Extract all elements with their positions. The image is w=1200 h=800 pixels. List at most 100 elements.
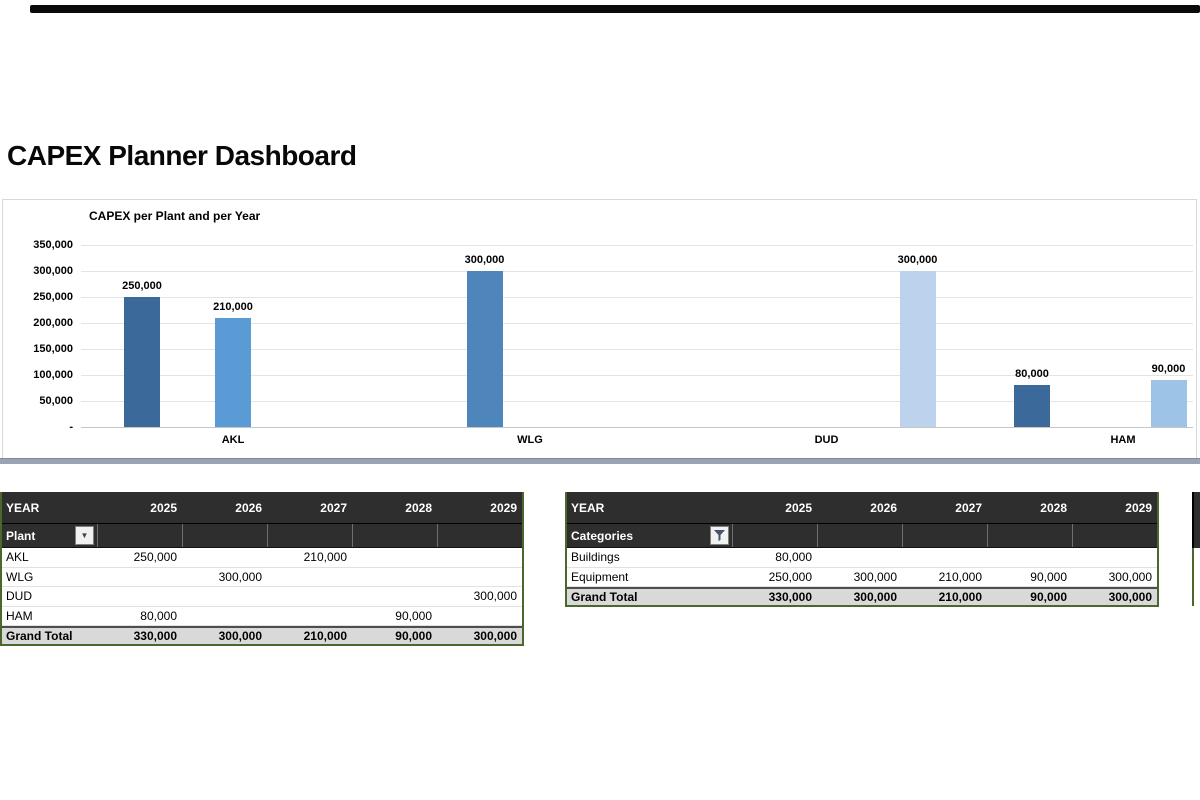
value-cell <box>182 607 267 626</box>
capex-bar-chart: CAPEX per Plant and per Year - 50,000 100,… <box>2 199 1197 459</box>
gridline <box>81 401 1193 402</box>
y-axis-tick-label: 300,000 <box>33 265 73 277</box>
table-row: AKL 250,000 210,000 <box>2 548 522 568</box>
partial-table-border-sliver <box>1192 548 1194 606</box>
value-cell <box>97 568 182 587</box>
value-cell: 300,000 <box>218 569 262 584</box>
row-label-HAM: HAM <box>6 608 33 623</box>
row-label-DUD: DUD <box>6 589 32 604</box>
filter-row-cell <box>1072 524 1157 547</box>
filter-row-cell <box>182 524 267 547</box>
value-cell <box>182 548 267 567</box>
data-label-AKL-2027: 210,000 <box>213 300 253 313</box>
value-cell <box>97 587 182 606</box>
y-axis-tick-label: 100,000 <box>33 369 73 381</box>
grand-total-cell: 210,000 <box>303 629 347 643</box>
table-row: YEAR 2025 2026 2027 2028 2029 <box>2 492 522 524</box>
filter-row-cell <box>352 524 437 547</box>
x-axis-line <box>81 427 1193 428</box>
x-axis-category-label: AKL <box>221 434 245 446</box>
value-cell: 90,000 <box>1030 569 1067 584</box>
categories-filter-button[interactable] <box>710 526 729 545</box>
grand-total-cell: 210,000 <box>938 590 982 604</box>
filter-row-cell <box>97 524 182 547</box>
value-cell <box>352 587 437 606</box>
y-axis-tick-label: 250,000 <box>33 291 73 303</box>
value-cell: 210,000 <box>938 569 982 584</box>
chevron-down-icon: ▼ <box>80 530 89 540</box>
table-row: Equipment 250,000 300,000 210,000 90,000 300,… <box>567 567 1157 587</box>
value-cell: 300,000 <box>853 569 897 584</box>
row-field-header: Categories <box>567 524 732 547</box>
table-row: Grand Total 330,000 300,000 210,000 90,000 30… <box>567 587 1157 605</box>
value-cell <box>437 568 522 587</box>
col-header-2026: 2026 <box>870 500 897 515</box>
grand-total-cell: 330,000 <box>133 629 177 643</box>
grand-total-cell: 90,000 <box>1030 590 1067 604</box>
grand-total-label: Grand Total <box>6 629 73 643</box>
gridline <box>81 245 1193 246</box>
grand-total-cell: 90,000 <box>395 629 432 643</box>
value-cell: 300,000 <box>473 589 517 604</box>
filter-row-cell <box>902 524 987 547</box>
table-row: Categories <box>567 524 1157 548</box>
partial-table-header-sliver <box>1192 492 1200 548</box>
y-axis-tick-label: - <box>69 421 73 433</box>
grand-total-label: Grand Total <box>571 590 638 604</box>
value-cell <box>267 607 352 626</box>
data-label-HAM-2025: 80,000 <box>1015 368 1049 381</box>
value-cell: 80,000 <box>140 608 177 623</box>
filter-row-cell <box>817 524 902 547</box>
value-cell <box>1072 548 1157 567</box>
x-axis-category-label: WLG <box>517 434 543 446</box>
table-row: YEAR 2025 2026 2027 2028 2029 <box>567 492 1157 524</box>
value-cell: 250,000 <box>768 569 812 584</box>
row-label-Buildings: Buildings <box>571 550 620 565</box>
bar-AKL-2025 <box>124 297 160 427</box>
col-header-2027: 2027 <box>320 500 347 515</box>
value-cell <box>437 548 522 567</box>
grand-total-cell: 300,000 <box>473 629 517 643</box>
data-label-AKL-2025: 250,000 <box>122 280 162 292</box>
gridline <box>81 297 1193 298</box>
grand-total-cell: 300,000 <box>853 590 897 604</box>
col-header-2028: 2028 <box>405 500 432 515</box>
filter-row-cell <box>437 524 522 547</box>
filter-row-cell <box>732 524 817 547</box>
value-cell <box>817 548 902 567</box>
col-header-2025: 2025 <box>150 500 177 515</box>
value-cell: 210,000 <box>303 550 347 565</box>
bar-HAM-2028 <box>1150 380 1187 427</box>
gridline <box>81 375 1193 376</box>
table-row: DUD 300,000 <box>2 587 522 607</box>
y-axis-tick-label: 200,000 <box>33 317 73 329</box>
filter-row-cell <box>267 524 352 547</box>
data-label-DUD-2029: 300,000 <box>897 254 938 266</box>
value-cell: 300,000 <box>1108 569 1152 584</box>
value-cell <box>352 548 437 567</box>
col-header-2028: 2028 <box>1040 500 1067 515</box>
table-row: Buildings 80,000 <box>567 548 1157 568</box>
bar-HAM-2025 <box>1014 385 1050 427</box>
row-field-header: Plant ▼ <box>2 524 97 547</box>
y-axis-tick-label: 350,000 <box>33 239 73 251</box>
year-field-header: YEAR <box>571 500 605 515</box>
grand-total-cell: 300,000 <box>1108 590 1152 604</box>
gridline <box>81 349 1193 350</box>
table-row: WLG 300,000 <box>2 567 522 587</box>
gridline <box>81 271 1193 272</box>
x-axis-category-label: DUD <box>814 434 839 446</box>
x-axis-category-label: HAM <box>1110 434 1136 446</box>
col-header-2029: 2029 <box>490 500 517 515</box>
col-header-2027: 2027 <box>955 500 982 515</box>
pivot-table-by-plant: YEAR 2025 2026 2027 2028 2029 Plant ▼ AKL 250,000… <box>0 492 524 646</box>
gridline <box>81 323 1193 324</box>
value-cell <box>902 548 987 567</box>
value-cell <box>267 587 352 606</box>
table-row: Grand Total 330,000 300,000 210,000 90,000 30… <box>2 626 522 644</box>
value-cell <box>182 587 267 606</box>
y-axis-tick-label: 50,000 <box>39 395 73 407</box>
plant-filter-button[interactable]: ▼ <box>75 526 94 545</box>
row-label-Equipment: Equipment <box>571 569 629 584</box>
grand-total-cell: 300,000 <box>218 629 262 643</box>
